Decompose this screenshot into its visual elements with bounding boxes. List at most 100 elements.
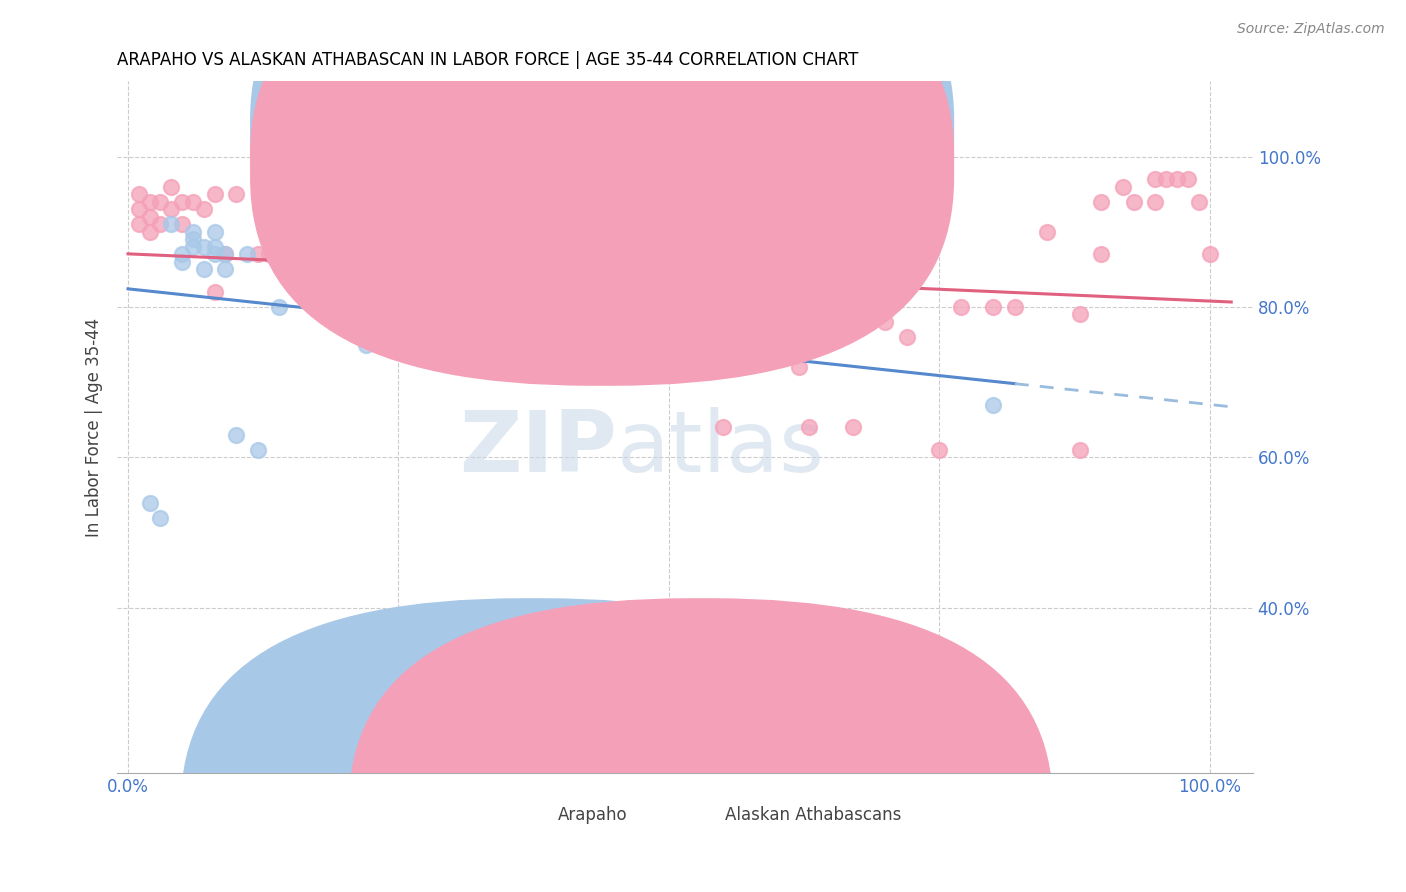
- Point: [149, 194, 172, 209]
- Point: [344, 247, 367, 261]
- Point: [820, 315, 842, 329]
- Point: [1069, 442, 1091, 457]
- Point: [603, 337, 626, 351]
- Point: [430, 352, 453, 367]
- Point: [949, 300, 972, 314]
- Point: [246, 442, 269, 457]
- FancyBboxPatch shape: [349, 599, 1053, 892]
- Point: [1198, 247, 1220, 261]
- Point: [138, 495, 160, 509]
- Point: [128, 187, 150, 202]
- Text: Arapaho: Arapaho: [558, 805, 627, 824]
- Point: [981, 398, 1004, 412]
- Point: [366, 285, 388, 299]
- Point: [1090, 194, 1112, 209]
- Point: [214, 262, 236, 277]
- Point: [734, 337, 756, 351]
- Point: [193, 240, 215, 254]
- Point: [658, 322, 681, 336]
- Text: atlas: atlas: [617, 407, 825, 490]
- Point: [841, 420, 863, 434]
- Point: [149, 510, 172, 524]
- FancyBboxPatch shape: [250, 0, 955, 351]
- Point: [204, 285, 226, 299]
- Point: [538, 330, 561, 344]
- Point: [269, 300, 291, 314]
- Point: [204, 247, 226, 261]
- Point: [441, 308, 464, 322]
- Point: [1122, 194, 1144, 209]
- Text: Alaskan Athabascans: Alaskan Athabascans: [724, 805, 901, 824]
- Point: [1177, 172, 1199, 186]
- Point: [896, 330, 918, 344]
- Point: [204, 225, 226, 239]
- Point: [1004, 300, 1026, 314]
- Point: [571, 308, 593, 322]
- Text: ZIP: ZIP: [460, 407, 617, 490]
- Point: [257, 247, 280, 261]
- Point: [766, 322, 789, 336]
- Point: [679, 360, 702, 375]
- Point: [160, 179, 183, 194]
- Point: [269, 217, 291, 231]
- FancyBboxPatch shape: [181, 599, 884, 892]
- Point: [1069, 308, 1091, 322]
- Point: [138, 225, 160, 239]
- Text: R =  -0.217   N = 69: R = -0.217 N = 69: [623, 157, 790, 175]
- Point: [354, 337, 377, 351]
- Point: [711, 420, 734, 434]
- Point: [149, 217, 172, 231]
- Point: [1166, 172, 1188, 186]
- Point: [474, 360, 496, 375]
- Point: [1090, 247, 1112, 261]
- Point: [799, 420, 821, 434]
- Point: [658, 300, 681, 314]
- Point: [278, 255, 301, 269]
- Point: [181, 194, 204, 209]
- Text: Source: ZipAtlas.com: Source: ZipAtlas.com: [1237, 22, 1385, 37]
- Point: [766, 337, 789, 351]
- Point: [128, 202, 150, 217]
- Y-axis label: In Labor Force | Age 35-44: In Labor Force | Age 35-44: [86, 318, 103, 537]
- Point: [181, 225, 204, 239]
- Point: [225, 427, 247, 442]
- Point: [787, 360, 810, 375]
- Point: [160, 202, 183, 217]
- Point: [1156, 172, 1178, 186]
- Point: [172, 255, 194, 269]
- Point: [172, 247, 194, 261]
- Point: [204, 240, 226, 254]
- Point: [1188, 194, 1211, 209]
- Point: [225, 187, 247, 202]
- Point: [204, 187, 226, 202]
- Point: [181, 232, 204, 246]
- Point: [626, 277, 648, 292]
- FancyBboxPatch shape: [571, 99, 935, 199]
- Point: [1144, 194, 1167, 209]
- Point: [928, 442, 950, 457]
- Point: [495, 308, 517, 322]
- Point: [128, 217, 150, 231]
- Point: [214, 247, 236, 261]
- Point: [333, 255, 356, 269]
- Point: [138, 210, 160, 224]
- Point: [711, 337, 734, 351]
- Point: [354, 247, 377, 261]
- Point: [981, 300, 1004, 314]
- Point: [172, 194, 194, 209]
- Point: [269, 255, 291, 269]
- Point: [1112, 179, 1135, 194]
- Point: [181, 240, 204, 254]
- Point: [344, 262, 367, 277]
- Point: [852, 300, 875, 314]
- Point: [1036, 225, 1059, 239]
- Text: ARAPAHO VS ALASKAN ATHABASCAN IN LABOR FORCE | AGE 35-44 CORRELATION CHART: ARAPAHO VS ALASKAN ATHABASCAN IN LABOR F…: [117, 51, 859, 69]
- Point: [603, 308, 626, 322]
- Point: [236, 247, 259, 261]
- FancyBboxPatch shape: [250, 0, 955, 386]
- Point: [875, 315, 897, 329]
- Text: R = -0.208   N = 24: R = -0.208 N = 24: [623, 122, 786, 140]
- Point: [193, 202, 215, 217]
- Point: [409, 277, 432, 292]
- Point: [193, 262, 215, 277]
